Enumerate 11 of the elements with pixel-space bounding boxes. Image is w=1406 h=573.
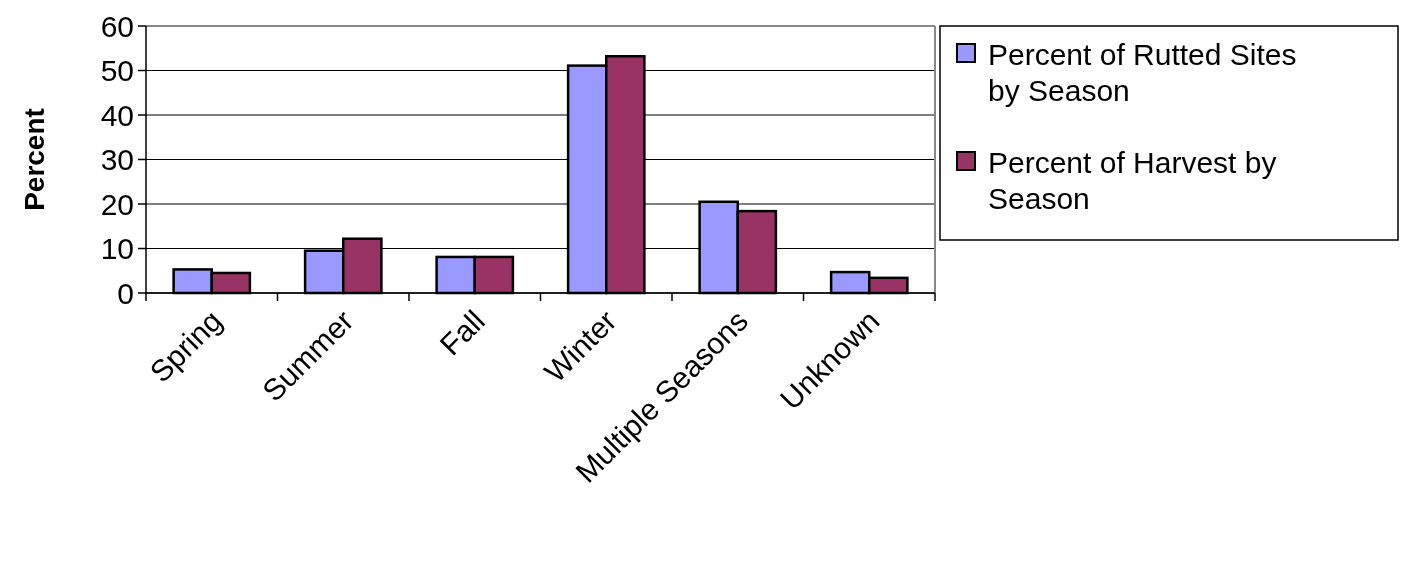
legend-label: Percent of Rutted Sites by Season: [988, 37, 1297, 107]
y-tick-label: 10: [100, 232, 134, 265]
y-tick-label: 20: [100, 187, 134, 221]
y-axis-title: Percent: [19, 108, 50, 211]
x-tick-label: Fall: [433, 303, 491, 362]
y-tick-label: 60: [100, 9, 134, 43]
y-tick-label: 30: [100, 143, 134, 176]
legend-label: Percent of Harvest by Season: [988, 145, 1277, 215]
y-tick-label: 50: [100, 54, 134, 87]
y-tick-label: 0: [117, 276, 134, 310]
y-tick-label: 40: [100, 98, 134, 132]
